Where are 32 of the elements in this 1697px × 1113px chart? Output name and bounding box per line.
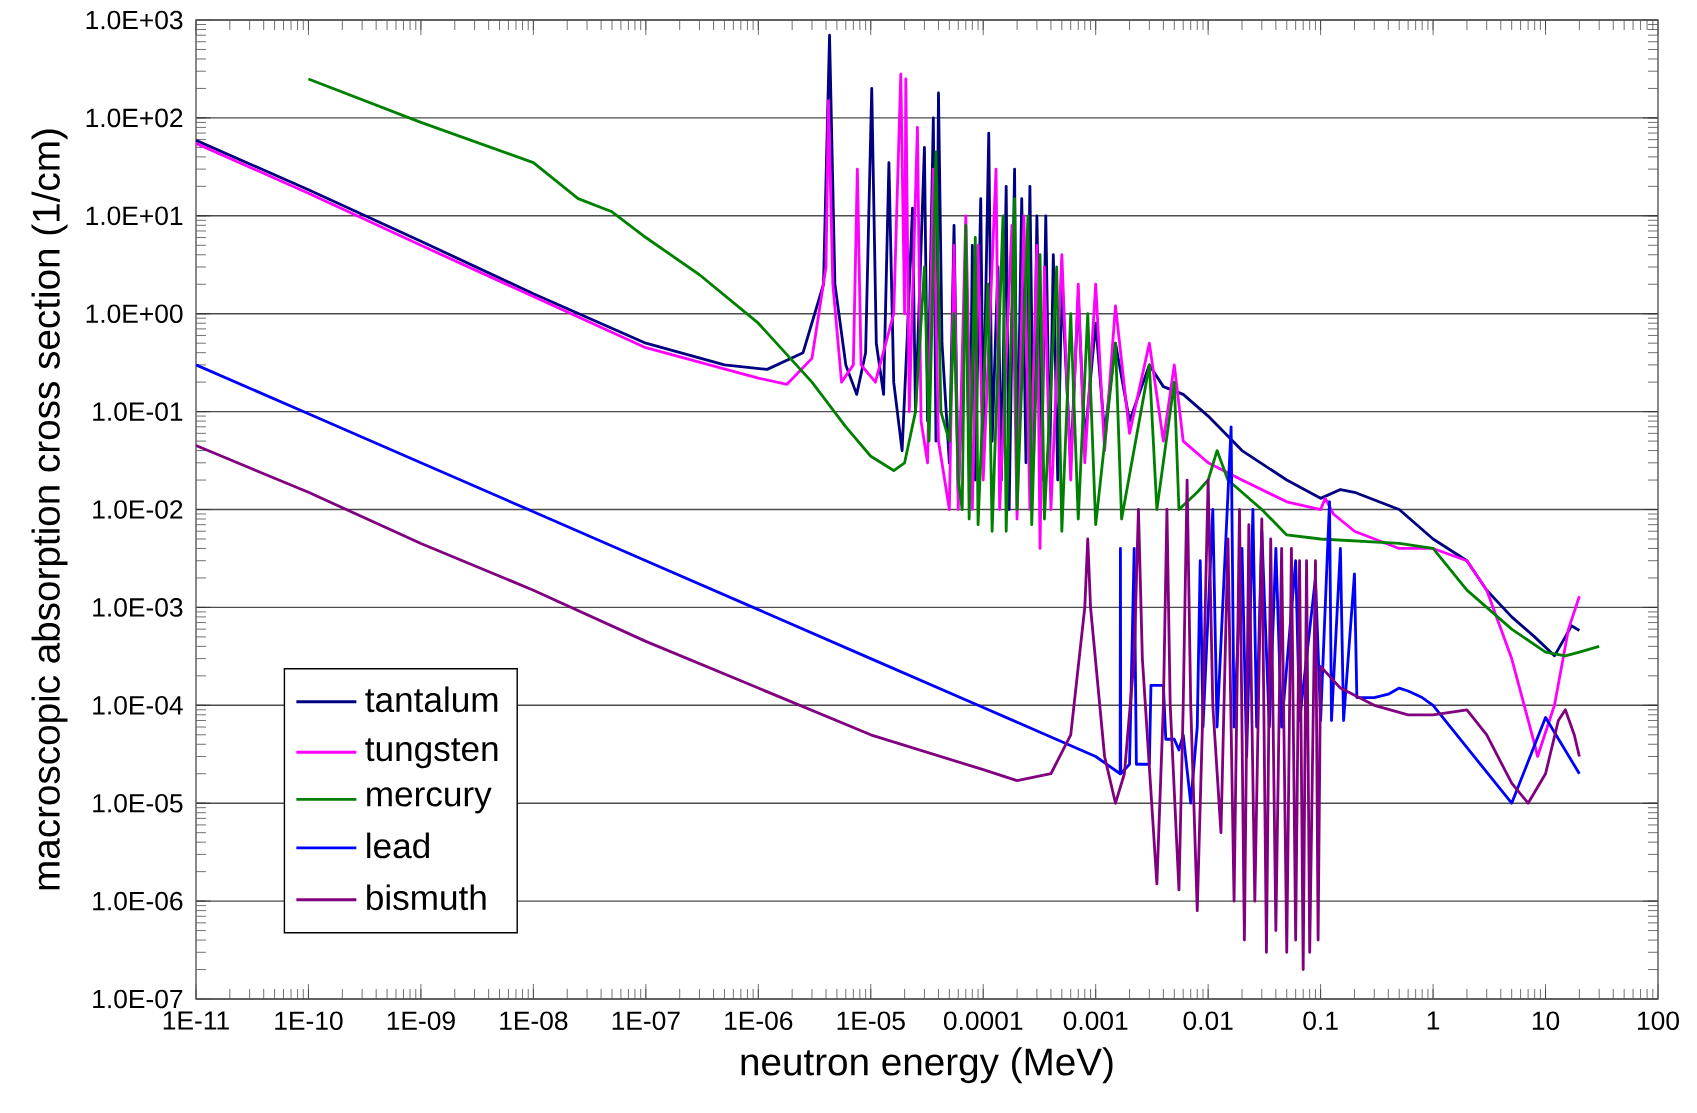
x-tick-label: 1E-10 <box>275 1011 343 1031</box>
y-tick-label: 1.0E-01 <box>93 402 183 421</box>
x-tick-label: 0.001 <box>1063 1011 1128 1031</box>
x-tick-label: 1E-08 <box>500 1011 568 1031</box>
x-tick-label: 1E-11 <box>163 1011 229 1030</box>
y-tick-label: 1.0E-03 <box>93 598 183 617</box>
y-tick-label: 1.0E+00 <box>86 304 183 324</box>
y-tick-label: 1.0E-04 <box>93 695 183 715</box>
y-tick-label: 1.0E+01 <box>86 206 183 226</box>
y-tick-label: 1.0E-07 <box>93 989 183 1009</box>
x-tick-label: 1E-06 <box>725 1011 793 1031</box>
legend-label: bismuth <box>367 884 486 911</box>
x-tick-label: 1E-05 <box>837 1011 905 1031</box>
y-tick-label: 1.0E-02 <box>93 500 183 519</box>
x-tick-label: 100 <box>1637 1011 1679 1031</box>
x-tick-label: 1E-09 <box>387 1011 455 1031</box>
x-tick-label: 1E-07 <box>612 1011 680 1031</box>
y-tick-label: 1.0E-06 <box>93 891 183 911</box>
legend-label: lead <box>367 832 429 859</box>
legend-label: tantalum <box>365 686 498 713</box>
x-tick-label: 10 <box>1532 1011 1560 1031</box>
x-tick-label: 1 <box>1427 1011 1440 1030</box>
y-tick-label: 1.0E-05 <box>93 793 183 813</box>
y-tick-label: 1.0E+02 <box>86 108 183 128</box>
x-axis-title: neutron energy (MeV) <box>741 1047 1113 1084</box>
x-tick-label: 0.0001 <box>943 1011 1023 1031</box>
legend-label: mercury <box>367 787 492 814</box>
y-axis-title: macroscopic absorption cross section (1/cm) <box>31 129 68 890</box>
x-tick-label: 0.1 <box>1303 1011 1338 1031</box>
y-tick-label: 1.0E+03 <box>86 10 183 30</box>
legend-label: tungsten <box>365 738 498 769</box>
x-tick-label: 0.01 <box>1183 1011 1233 1031</box>
